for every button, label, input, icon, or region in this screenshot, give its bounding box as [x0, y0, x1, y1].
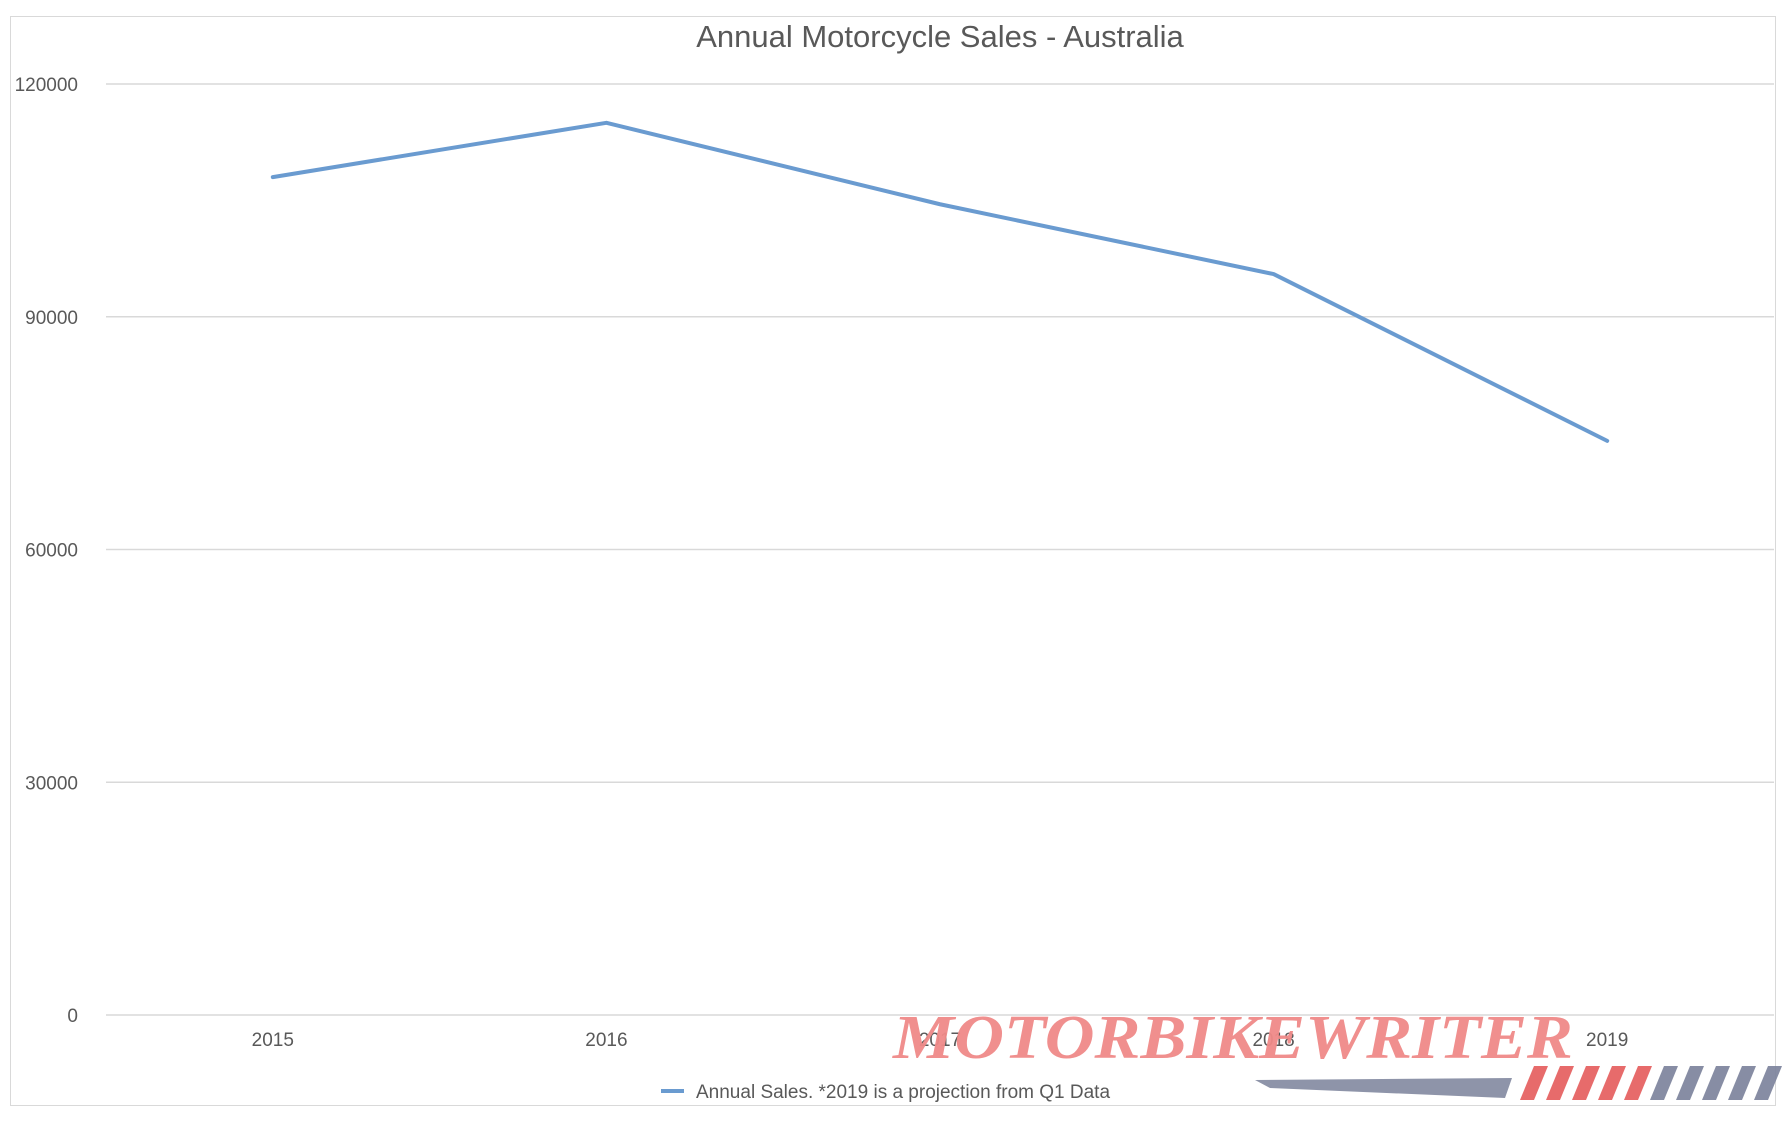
y-tick-label: 30000 [25, 773, 78, 794]
x-tick-label: 2019 [1586, 1030, 1628, 1051]
y-tick-label: 90000 [25, 308, 78, 329]
watermark-stripe [1728, 1066, 1756, 1100]
series-line [270, 120, 1610, 443]
y-tick-label: 60000 [25, 541, 78, 562]
watermark-stripe [1520, 1066, 1548, 1100]
y-axis-ticks: 0 30000 60000 90000 120000 [15, 75, 78, 1027]
y-tick-label: 120000 [15, 75, 78, 96]
series-layer [270, 120, 1610, 443]
watermark-stripe [1702, 1066, 1730, 1100]
watermark-swoosh [1255, 1078, 1512, 1098]
gridlines [106, 83, 1774, 1016]
watermark-stripe [1598, 1066, 1626, 1100]
x-axis-ticks: 2015 2016 2017 2018 2019 [252, 1030, 1629, 1051]
y-tick-label: 0 [67, 1006, 78, 1027]
watermark-stripe [1572, 1066, 1600, 1100]
watermark-text: MOTORBIKEWRITER [892, 1004, 1573, 1072]
chart-frame [10, 16, 1776, 1106]
watermark-stripe [1650, 1066, 1678, 1100]
watermark-stripe [1546, 1066, 1574, 1100]
legend: Annual Sales. *2019 is a projection from… [661, 1082, 1110, 1103]
x-tick-label: 2015 [252, 1030, 294, 1051]
watermark-stripe [1624, 1066, 1652, 1100]
chart-title: Annual Motorcycle Sales - Australia [696, 19, 1184, 54]
x-tick-label: 2017 [919, 1030, 961, 1051]
watermark-stripes [1520, 1066, 1782, 1100]
legend-label: Annual Sales. *2019 is a projection from… [696, 1082, 1110, 1103]
x-tick-label: 2018 [1252, 1030, 1294, 1051]
watermark-stripe [1754, 1066, 1782, 1100]
watermark-logo: MOTORBIKEWRITER [892, 1004, 1782, 1100]
x-tick-label: 2016 [585, 1030, 627, 1051]
watermark-stripe [1676, 1066, 1704, 1100]
